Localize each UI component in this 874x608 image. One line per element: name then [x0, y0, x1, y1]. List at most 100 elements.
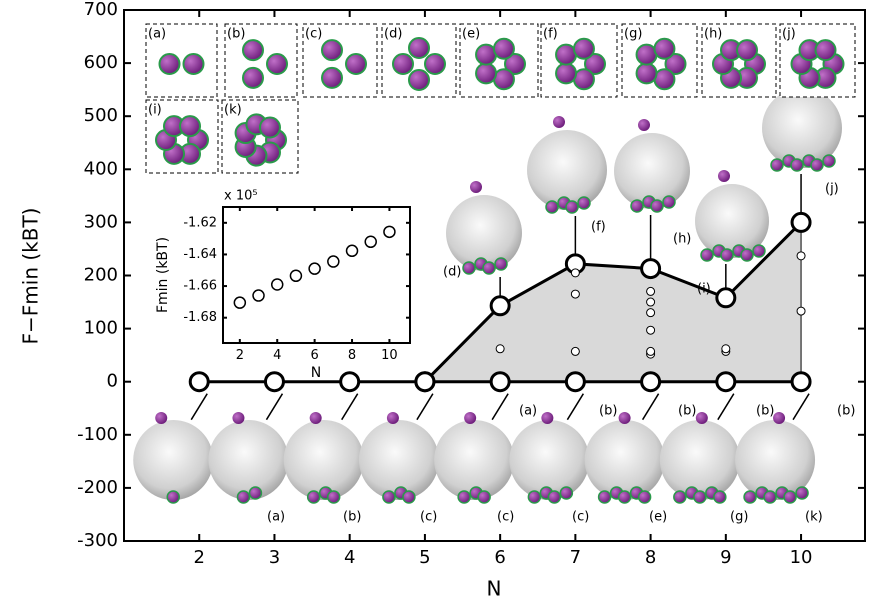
particle	[528, 491, 540, 503]
sphere	[133, 420, 213, 500]
x-tick-label: 9	[720, 547, 731, 568]
inset-chart: 246810-1.68-1.66-1.64-1.62NFmin (kBT)x 1…	[155, 189, 410, 382]
particle	[541, 412, 553, 424]
particle	[546, 201, 558, 213]
particle	[737, 40, 757, 60]
point	[309, 263, 320, 274]
y-tick-label: -200	[77, 477, 118, 498]
particle	[811, 159, 823, 171]
marker	[491, 297, 509, 315]
y-tick-label: 200	[84, 265, 118, 286]
particle	[237, 491, 249, 503]
marker	[717, 289, 735, 307]
y-tick-label: -300	[77, 530, 118, 551]
y-axis-label: F−Fmin (kBT)	[19, 208, 43, 345]
annotation: (i)	[697, 282, 711, 297]
marker	[642, 260, 660, 278]
x-tick-label: 10	[790, 547, 813, 568]
panel-label: (h)	[704, 27, 722, 42]
point	[290, 270, 301, 281]
marker	[792, 213, 810, 231]
connector	[417, 394, 433, 420]
figure: 2345678910-300-200-100010020030040050060…	[0, 0, 874, 604]
connector	[191, 394, 207, 420]
annotation: (b)	[343, 510, 361, 525]
marker	[491, 373, 509, 391]
multiplier: x 10⁵	[224, 189, 258, 204]
particle	[764, 491, 776, 503]
particle	[470, 181, 482, 193]
point	[365, 236, 376, 247]
particle	[409, 70, 429, 90]
particle	[308, 491, 320, 503]
point	[647, 309, 655, 317]
panel-label: (e)	[462, 27, 480, 42]
panel-label: (i)	[148, 103, 162, 118]
y-tick-label: -100	[77, 424, 118, 445]
particle	[160, 54, 180, 74]
point	[797, 252, 805, 260]
particle	[718, 170, 730, 182]
panel-label: (f)	[543, 27, 558, 42]
y-tick-label: 700	[84, 0, 118, 20]
particle	[548, 491, 560, 503]
particle	[476, 63, 496, 83]
point	[234, 297, 245, 308]
particle	[639, 491, 651, 503]
particle	[495, 258, 507, 270]
connector	[643, 394, 659, 420]
y-tick-label: 0	[107, 371, 118, 392]
y-tick-label: 600	[84, 52, 118, 73]
particle	[310, 412, 322, 424]
particle	[167, 491, 179, 503]
x-tick-label: 2	[236, 348, 244, 363]
annotation: (a)	[519, 404, 537, 419]
panel-label: (k)	[224, 103, 242, 118]
particle	[796, 487, 808, 499]
particle	[619, 491, 631, 503]
annotation: (e)	[649, 510, 667, 525]
marker	[717, 373, 735, 391]
particle	[663, 196, 675, 208]
panel-label: (a)	[148, 27, 166, 42]
particle	[823, 155, 835, 167]
point	[797, 307, 805, 315]
annotation: (c)	[420, 510, 437, 525]
x-tick-label: 8	[348, 348, 356, 363]
x-tick-label: 6	[494, 547, 505, 568]
particle	[346, 54, 366, 74]
particle	[184, 54, 204, 74]
particle	[267, 54, 287, 74]
point	[571, 290, 579, 298]
particle	[478, 491, 490, 503]
particle	[403, 491, 415, 503]
particle	[651, 200, 663, 212]
sphere	[208, 420, 288, 500]
annotation: (c)	[497, 510, 514, 525]
point	[571, 269, 579, 277]
particle	[638, 119, 650, 131]
y-tick-label: 400	[84, 158, 118, 179]
y-tick-label: -1.66	[183, 279, 217, 294]
annotation: (g)	[730, 510, 748, 525]
sphere	[660, 420, 740, 500]
particle	[243, 40, 263, 60]
particle	[753, 245, 765, 257]
particle	[694, 491, 706, 503]
particle	[771, 159, 783, 171]
particle	[393, 54, 413, 74]
particle	[674, 491, 686, 503]
particle	[654, 39, 674, 59]
x-tick-label: 8	[645, 547, 656, 568]
marker	[190, 373, 208, 391]
point	[647, 287, 655, 295]
particle	[464, 412, 476, 424]
particle	[553, 116, 565, 128]
connector	[266, 394, 282, 420]
y-tick-label: 100	[84, 318, 118, 339]
point	[722, 345, 730, 353]
particle	[383, 491, 395, 503]
point	[272, 279, 283, 290]
particle	[249, 487, 261, 499]
particle	[696, 412, 708, 424]
